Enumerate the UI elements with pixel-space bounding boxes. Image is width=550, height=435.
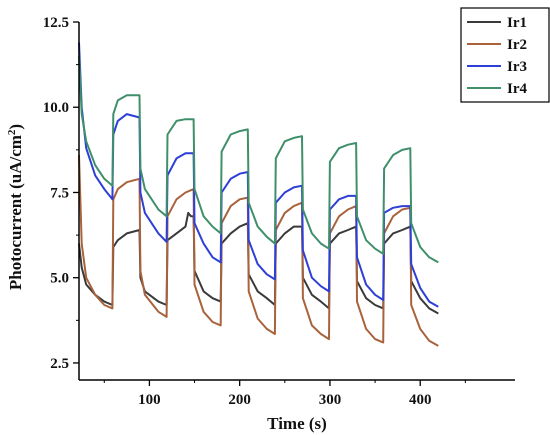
legend-label-ir3: Ir3 <box>507 59 527 75</box>
series-line-ir3 <box>78 42 439 308</box>
series-line-ir4 <box>78 56 439 264</box>
series-line-ir2 <box>78 154 439 347</box>
y-tick-label: 2.5 <box>50 356 69 372</box>
x-tick-label: 200 <box>228 392 251 408</box>
legend-label-ir1: Ir1 <box>507 15 527 31</box>
x-axis-title: Time (s) <box>267 414 327 433</box>
y-axis-title: Photocurrent (uA/cm2) <box>6 124 25 290</box>
y-tick-label: 5.0 <box>50 271 69 287</box>
x-tick-label: 400 <box>409 392 432 408</box>
y-tick-label: 7.5 <box>50 185 69 201</box>
y-axis-title-main: Photocurrent (uA/cm <box>6 135 25 290</box>
y-axis-title-superscript: 2 <box>6 129 18 135</box>
y-tick-label: 10.0 <box>43 100 69 116</box>
ticks-layer: 100 200 300 400 2.5 5.0 7.5 10.0 12.5 <box>43 15 466 408</box>
y-axis-title-tail: ) <box>6 124 25 130</box>
y-tick-label: 12.5 <box>43 15 69 31</box>
x-tick-label: 300 <box>319 392 342 408</box>
x-tick-label: 100 <box>138 392 161 408</box>
legend-label-ir4: Ir4 <box>507 81 527 97</box>
series-layer <box>78 42 439 347</box>
legend-label-ir2: Ir2 <box>507 37 527 53</box>
legend-box <box>460 7 550 103</box>
legend: Ir1 Ir2 Ir3 Ir4 <box>460 7 550 103</box>
